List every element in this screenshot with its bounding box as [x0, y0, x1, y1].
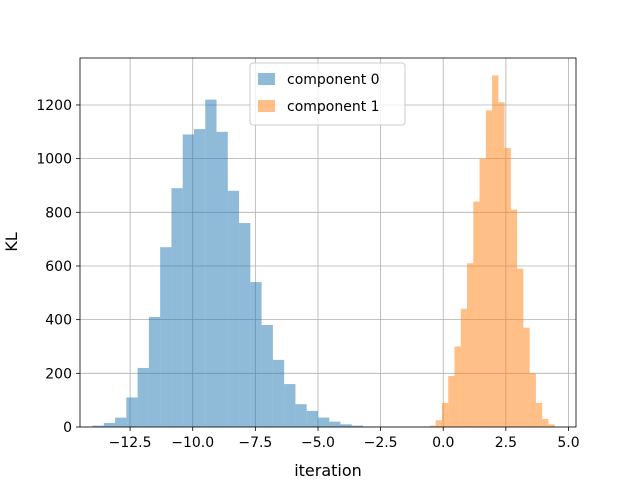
histogram-bar-component-0 [284, 384, 296, 427]
histogram-bar-component-1 [498, 102, 505, 427]
histogram-bar-component-0 [351, 425, 364, 427]
histogram-bar-component-1 [448, 376, 455, 427]
histogram-bar-component-1 [467, 263, 474, 427]
histogram-bar-component-0 [306, 410, 318, 427]
y-tick-label: 400 [45, 313, 72, 329]
plot-frame [79, 57, 577, 428]
histogram-bar-component-1 [523, 327, 530, 427]
histogram-bar-component-1 [492, 75, 499, 427]
histogram-bar-component-0 [115, 417, 127, 427]
x-tick-label: −7.5 [238, 435, 272, 451]
histogram-bar-component-0 [239, 223, 251, 427]
histogram-bar-component-1 [441, 402, 449, 427]
histogram-bar-component-1 [529, 373, 536, 427]
x-tick-label: −5.0 [301, 435, 335, 451]
histogram-bar-component-0 [171, 188, 183, 427]
x-tick-label: −12.5 [109, 435, 152, 451]
histogram-bar-component-0 [103, 422, 116, 427]
histogram-bar-component-0 [329, 421, 341, 427]
histogram-bar-component-0 [317, 417, 330, 427]
histogram-bar-component-0 [193, 129, 206, 427]
histogram-bar-component-0 [92, 425, 104, 427]
y-tick-label: 0 [63, 420, 72, 436]
histogram-bar-component-1 [542, 418, 549, 427]
histogram-bar-component-1 [429, 425, 436, 427]
histogram-bar-component-0 [148, 316, 161, 427]
histogram-bar-component-1 [504, 147, 511, 427]
legend-label-component-0: component 0 [287, 72, 380, 88]
histogram-bar-component-0 [261, 325, 273, 427]
x-tick-label: −2.5 [364, 435, 398, 451]
y-tick-label: 200 [45, 366, 72, 382]
y-tick-label: 800 [45, 205, 72, 221]
x-tick-label: 0.0 [432, 435, 454, 451]
legend: component 0 component 1 [249, 62, 406, 126]
x-axis-label: iteration [294, 461, 362, 480]
y-tick-label: 1000 [36, 152, 72, 168]
histogram-bar-component-1 [535, 402, 543, 427]
y-axis-label: KL [2, 232, 21, 251]
histogram-bar-component-1 [479, 158, 486, 428]
legend-swatch-component-1 [258, 100, 275, 112]
histogram-bar-component-0 [137, 367, 149, 427]
legend-swatch-component-0 [258, 73, 275, 85]
histogram-bar-component-1 [473, 201, 480, 427]
histogram-bar-component-0 [182, 134, 194, 427]
histogram-bars [92, 75, 555, 428]
y-tick-label: 1200 [36, 98, 72, 114]
histogram-bar-component-1 [435, 420, 442, 427]
histogram-bar-component-0 [272, 359, 285, 427]
histogram-bar-component-1 [510, 209, 518, 427]
histogram-bar-component-0 [227, 190, 240, 427]
histogram-bar-component-1 [548, 424, 555, 427]
histogram-bar-component-1 [517, 268, 524, 427]
histogram-bar-component-0 [216, 131, 228, 428]
histogram-bar-component-1 [485, 110, 493, 428]
histogram-bar-component-0 [126, 397, 138, 427]
histogram-bar-component-0 [250, 282, 262, 427]
x-axis-ticks: −12.5 −10.0 −7.5 −5.0 −2.5 0.0 2.5 5.0 [109, 427, 580, 451]
legend-label-component-1: component 1 [287, 99, 380, 115]
x-tick-label: −10.0 [171, 435, 214, 451]
histogram-bar-component-1 [460, 308, 468, 427]
histogram-bar-component-0 [295, 404, 307, 427]
histogram-bar-component-0 [205, 99, 217, 427]
x-tick-label: 5.0 [557, 435, 579, 451]
histogram-bar-component-0 [160, 247, 172, 427]
histogram-bar-component-1 [454, 346, 461, 427]
histogram-bar-component-0 [340, 424, 352, 427]
x-tick-label: 2.5 [495, 435, 517, 451]
y-tick-label: 600 [45, 259, 72, 275]
legend-box [249, 62, 406, 126]
y-axis-ticks: 0 200 400 600 800 1000 1200 [36, 98, 80, 436]
